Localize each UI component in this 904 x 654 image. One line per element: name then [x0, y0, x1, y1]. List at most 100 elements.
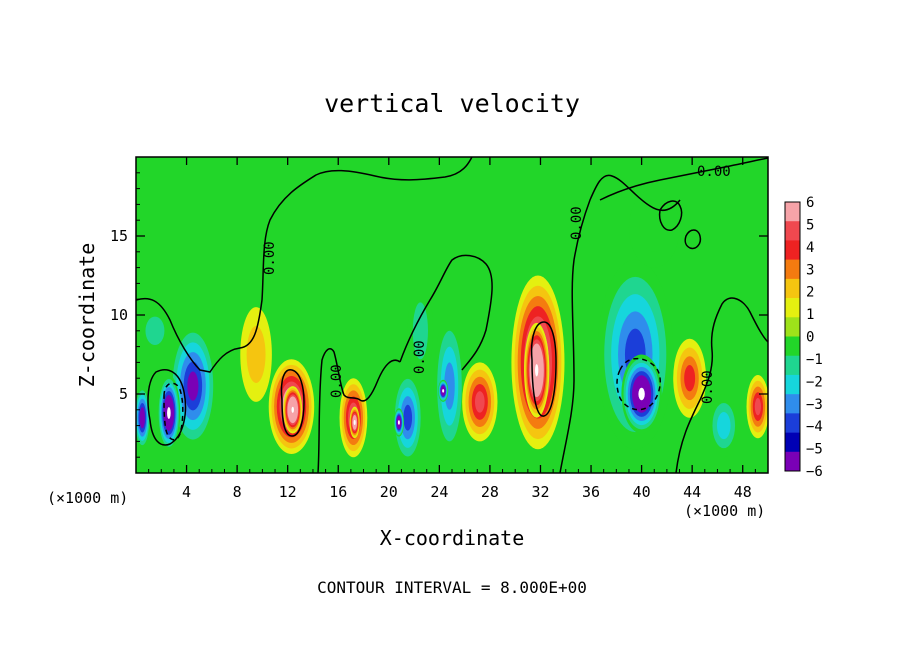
velocity-contour-band: [291, 406, 294, 413]
velocity-contour-band: [535, 364, 539, 377]
contour-label: 0.00: [700, 370, 716, 404]
x-tick-label: 8: [233, 483, 242, 501]
velocity-cell: [462, 362, 498, 442]
velocity-cell: [393, 408, 404, 437]
zero-contour: [317, 348, 401, 473]
velocity-cell: [438, 379, 449, 402]
colorbar-label: −5: [806, 442, 823, 458]
colorbar-swatch: [785, 336, 800, 357]
x-tick-label: 36: [582, 483, 600, 501]
x-unit-label-right: (×1000 m): [684, 502, 765, 520]
x-tick-label: 16: [329, 483, 347, 501]
contour-label: 0.00: [697, 164, 731, 180]
contour-interval-note: CONTOUR INTERVAL = 8.000E+00: [317, 578, 587, 597]
zero-contours: [136, 157, 768, 473]
x-tick-label: 40: [633, 483, 651, 501]
zero-contour: [530, 321, 557, 417]
zero-contour: [163, 382, 184, 441]
velocity-contour-band: [639, 204, 670, 252]
zero-contour: [658, 200, 683, 231]
zero-contour: [147, 369, 187, 446]
x-tick-label: 20: [380, 483, 398, 501]
velocity-contour-band: [397, 420, 400, 425]
plot-area: 0.00 0.00 0.00 0.00 0.00 0.00 4 8 12 16 20 24…: [110, 156, 769, 501]
x-tick-label: 4: [182, 483, 191, 501]
x-tick-label: 12: [279, 483, 297, 501]
velocity-contour-band: [442, 389, 445, 393]
velocity-cell: [673, 338, 707, 418]
velocity-cell: [168, 322, 217, 450]
velocity-cell: [746, 375, 768, 439]
colorbar-swatch: [785, 355, 800, 376]
x-tick-label: 28: [481, 483, 499, 501]
velocity-field: [136, 188, 768, 466]
x-tick-label: 44: [683, 483, 701, 501]
y-tick-label: 10: [110, 306, 128, 324]
velocity-cell: [628, 188, 680, 268]
colorbar-label: −6: [806, 464, 823, 480]
velocity-contour-band: [638, 387, 645, 401]
colorbar-label: −4: [806, 419, 823, 435]
colorbar-swatch: [785, 432, 800, 453]
x-tick-label: 32: [531, 483, 549, 501]
velocity-contour-band: [754, 398, 761, 416]
colorbar-label: −2: [806, 374, 823, 390]
colorbar-label: 4: [806, 240, 814, 256]
y-axis-label: Z-coordinate: [75, 243, 99, 388]
colorbar-swatch: [785, 298, 800, 318]
velocity-cell: [240, 307, 272, 402]
velocity-cell: [433, 315, 466, 458]
zero-contour: [616, 357, 661, 411]
zero-contour: [684, 229, 702, 250]
colorbar-swatch: [785, 317, 800, 337]
velocity-contour-band: [167, 406, 171, 419]
y-axis-ticks: 5 10 15: [110, 172, 768, 458]
colorbar-label: 6: [806, 195, 814, 211]
velocity-contour-band: [716, 412, 731, 440]
colorbar-label: 1: [806, 307, 814, 323]
contour-label: 0.00: [329, 364, 345, 398]
velocity-cell: [157, 375, 181, 451]
colorbar-label: 5: [806, 217, 814, 233]
velocity-contour-band: [403, 404, 413, 431]
velocity-contour-band: [474, 391, 485, 413]
colorbar-swatch: [785, 278, 800, 299]
colorbar-swatch: [785, 374, 800, 395]
y-tick-label: 15: [110, 227, 128, 245]
contour-label: 0.00: [412, 340, 428, 374]
contour-label: 0.00: [262, 241, 278, 275]
velocity-cell: [621, 354, 662, 434]
x-tick-label: 48: [734, 483, 752, 501]
colorbar-swatch: [785, 451, 800, 472]
x-unit-label-left: (×1000 m): [47, 489, 128, 507]
colorbar-swatch: [785, 221, 800, 241]
zero-contour: [399, 254, 493, 371]
x-tick-label: 24: [430, 483, 448, 501]
velocity-cell: [349, 406, 360, 439]
velocity-cell: [283, 386, 303, 434]
velocity-cell: [391, 370, 424, 466]
colorbar-label: 0: [806, 330, 814, 346]
colorbar-swatch: [785, 413, 800, 433]
colorbar-label: −3: [806, 397, 823, 413]
colorbar-swatch: [785, 394, 800, 414]
zero-contour: [136, 157, 473, 373]
velocity-cell: [407, 283, 434, 379]
x-axis-label: X-coordinate: [380, 526, 525, 550]
velocity-contour-band: [684, 365, 696, 392]
colorbar-label: 3: [806, 262, 814, 278]
colorbar: 6 5 4 3 2 1 0 −1 −2 −3 −4 −5 −6: [784, 195, 823, 480]
zero-contour: [280, 369, 305, 437]
zero-contour: [675, 297, 768, 473]
velocity-contour-band: [246, 326, 266, 383]
chart-title: vertical velocity: [324, 89, 580, 118]
colorbar-swatch: [785, 240, 800, 260]
contour-label: 0.00: [569, 206, 585, 240]
velocity-cell: [139, 307, 171, 355]
colorbar-label: 2: [806, 285, 814, 301]
velocity-contour-band: [187, 371, 199, 401]
x-axis-ticks: 4 8 12 16 20 24 28 32 36 40 44 48: [148, 157, 756, 501]
colorbar-label: −1: [806, 352, 823, 368]
y-tick-label: 5: [119, 385, 128, 403]
